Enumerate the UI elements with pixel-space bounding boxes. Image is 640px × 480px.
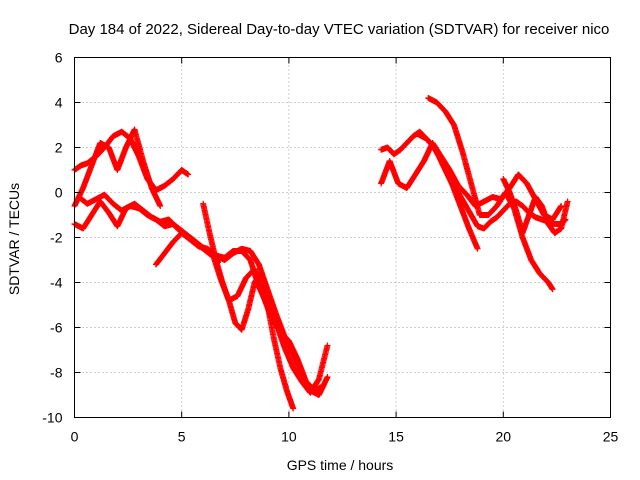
data-point — [157, 203, 164, 209]
data-point — [549, 286, 556, 293]
x-tick-label: 20 — [496, 429, 512, 445]
x-tick-label: 15 — [388, 429, 404, 445]
y-tick-label: 0 — [55, 185, 63, 201]
x-axis-label: GPS time / hours — [287, 457, 394, 473]
x-tick-label: 25 — [603, 429, 619, 445]
series-track-j — [425, 95, 556, 293]
y-axis-label: SDTVAR / TECUs — [6, 183, 22, 295]
grid-lines — [74, 57, 611, 418]
data-point — [320, 383, 327, 389]
axis-ticks — [74, 57, 611, 418]
data-point — [324, 342, 331, 349]
series-track-g — [208, 248, 327, 394]
data-point — [474, 245, 481, 252]
data-point — [564, 198, 571, 205]
y-tick-label: -10 — [42, 410, 62, 426]
data-point — [290, 405, 297, 412]
data-point — [324, 374, 331, 380]
series-track-l — [500, 176, 571, 236]
x-tick-label: 0 — [71, 429, 79, 445]
y-tick-label: -2 — [50, 230, 63, 246]
series-track-c — [71, 198, 224, 263]
data-point — [558, 203, 565, 209]
y-tick-label: 6 — [55, 50, 63, 66]
data-marks — [71, 95, 571, 412]
data-point — [185, 171, 192, 178]
y-tick-label: -4 — [50, 275, 63, 291]
x-tick-label: 10 — [281, 429, 297, 445]
y-tick-labels: -10 -8 -6 -4 -2 0 2 4 6 — [42, 50, 62, 426]
series-track-b — [71, 126, 164, 209]
y-tick-label: -8 — [50, 365, 63, 381]
series-track-k — [414, 131, 481, 252]
chart-title: Day 184 of 2022, Sidereal Day-to-day VTE… — [69, 21, 610, 38]
y-tick-label: -6 — [50, 320, 63, 336]
y-tick-label: 4 — [55, 95, 63, 111]
series-track-f — [200, 200, 297, 412]
series-track-h — [378, 128, 569, 232]
x-tick-label: 5 — [178, 429, 186, 445]
x-tick-labels: 0 5 10 15 20 25 — [71, 429, 619, 445]
y-tick-label: 2 — [55, 140, 63, 156]
